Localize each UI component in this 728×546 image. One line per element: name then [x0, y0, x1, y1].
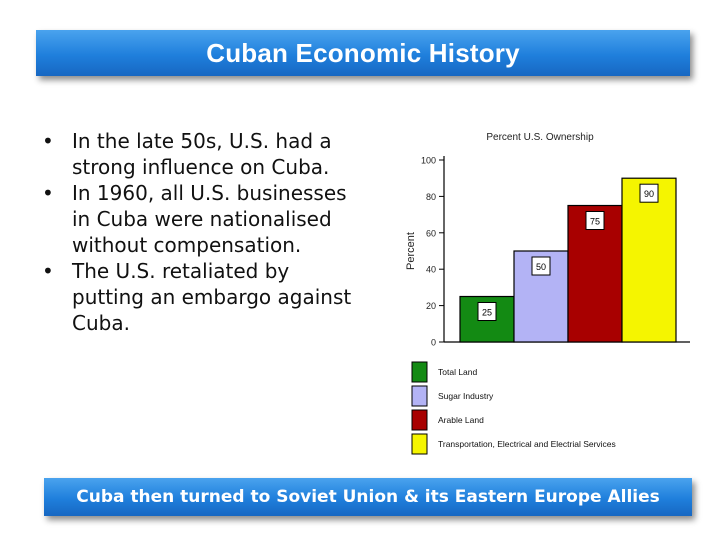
y-tick-label: 0 — [431, 338, 436, 348]
chart-title: Percent U.S. Ownership — [486, 132, 594, 143]
legend-swatch — [411, 361, 428, 383]
bullet-list: • In the late 50s, U.S. had a strong infl… — [38, 128, 358, 336]
bar-value-label: 75 — [590, 217, 600, 227]
legend-label: Sugar Industry — [438, 391, 494, 401]
bar-label-box — [585, 211, 605, 230]
legend-swatch — [411, 409, 428, 431]
bar-label-box — [639, 183, 659, 203]
y-tick-label: 80 — [426, 192, 436, 202]
bullet-dot-icon: • — [42, 181, 54, 205]
bar-value-label: 50 — [536, 262, 546, 272]
bullet-item: • In 1960, all U.S. businesses in Cuba we… — [38, 180, 358, 258]
bar-4 — [621, 177, 677, 343]
bullet-dot-icon: • — [42, 129, 54, 153]
bullet-item: • The U.S. retaliated by putting an embar… — [38, 258, 358, 336]
legend-label: Total Land — [438, 367, 477, 377]
bar-value-label: 90 — [644, 189, 654, 199]
y-tick-label: 20 — [426, 301, 436, 311]
legend-swatch — [411, 433, 428, 455]
bullet-text: In the late 50s, U.S. had a strong influ… — [72, 129, 332, 179]
footer-bar: Cuba then turned to Soviet Union & its E… — [44, 478, 692, 516]
y-tick-label: 40 — [426, 265, 436, 275]
y-axis-label: Percent — [405, 232, 417, 270]
bar-value-label: 25 — [482, 308, 492, 318]
bullet-item: • In the late 50s, U.S. had a strong infl… — [38, 128, 358, 180]
bullet-dot-icon: • — [42, 259, 54, 283]
bullet-text: The U.S. retaliated by putting an embarg… — [72, 259, 352, 335]
y-tick-label: 100 — [421, 156, 436, 166]
bar-label-box — [531, 256, 551, 276]
ownership-chart: Percent U.S. Ownership Percent 0 20 40 60 80 10… — [400, 122, 700, 472]
y-tick-label: 60 — [426, 228, 436, 238]
bullet-text: In 1960, all U.S. businesses in Cuba wer… — [72, 181, 347, 257]
slide-title: Cuban Economic History — [206, 37, 520, 68]
bar-label-box — [477, 302, 497, 321]
footer-text: Cuba then turned to Soviet Union & its E… — [76, 487, 660, 507]
title-bar: Cuban Economic History — [36, 30, 690, 76]
legend-swatch — [411, 385, 428, 407]
chart-svg: Percent U.S. Ownership Percent 0 20 40 60 80 10… — [405, 132, 690, 455]
legend-label: Arable Land — [438, 415, 484, 425]
legend-label: Transportation, Electrical and Electrial… — [438, 439, 616, 449]
